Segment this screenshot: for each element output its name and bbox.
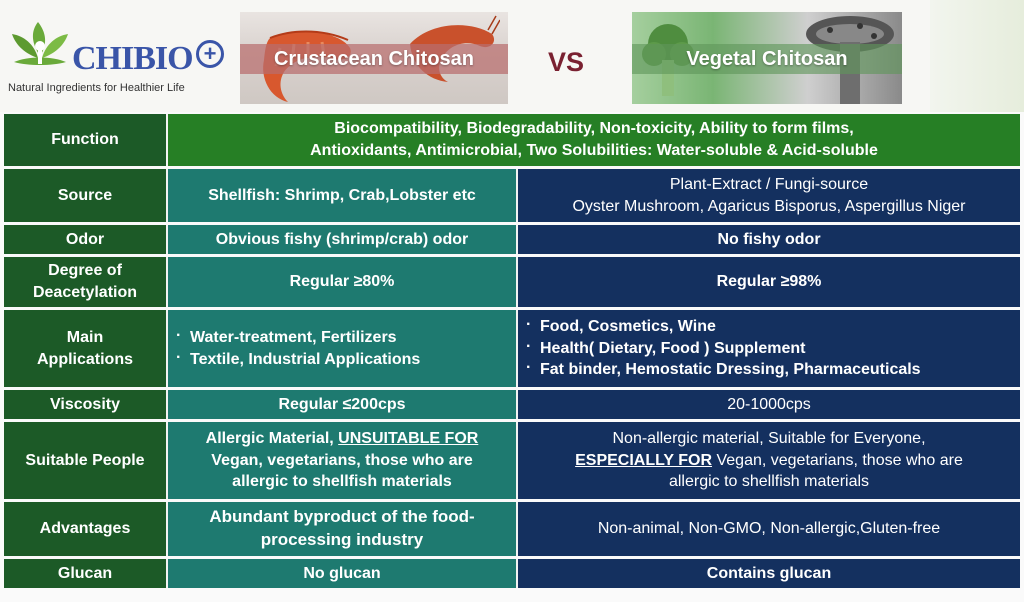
vegetal-title: Vegetal Chitosan bbox=[686, 48, 848, 70]
list-item: Textile, Industrial Applications bbox=[174, 347, 420, 371]
row-label: Main Applications bbox=[4, 310, 168, 387]
application-list: Food, Cosmetics, Wine Health( Dietary, F… bbox=[524, 314, 921, 381]
row-label: Glucan bbox=[4, 559, 168, 588]
row-label: Function bbox=[4, 114, 168, 166]
decorative-shade bbox=[930, 0, 1024, 112]
application-list: Water-treatment, Fertilizers Textile, In… bbox=[174, 325, 420, 371]
crustacean-cell: Regular ≥80% bbox=[168, 257, 518, 307]
table-row-suitable-people: Suitable People Allergic Material, UNSUI… bbox=[4, 422, 1020, 499]
vegetal-cell: 20-1000cps bbox=[518, 390, 1020, 419]
crustacean-hero-image: Crustacean Chitosan bbox=[240, 12, 508, 104]
unsuitable-emphasis: UNSUITABLE FOR bbox=[338, 430, 479, 448]
table-row-viscosity: Viscosity Regular ≤200cps 20-1000cps bbox=[4, 390, 1020, 419]
cell-line: processing industry bbox=[260, 530, 424, 549]
row-label: Odor bbox=[4, 225, 168, 254]
cell-line: allergic to shellfish materials bbox=[232, 473, 452, 491]
leaf-logo-icon bbox=[12, 22, 68, 65]
title-band bbox=[632, 44, 902, 74]
list-item: Food, Cosmetics, Wine bbox=[524, 314, 921, 338]
chibio-logo: CHIBIO + Natural Ingredients for Healthi… bbox=[8, 18, 224, 98]
vegetal-cell: Plant-Extract / Fungi-source Oyster Mush… bbox=[518, 169, 1020, 222]
list-item: Health( Dietary, Food ) Supplement bbox=[524, 336, 921, 360]
header-banner: CHIBIO + Natural Ingredients for Healthi… bbox=[0, 0, 1024, 112]
row-label: Viscosity bbox=[4, 390, 168, 419]
table-row-glucan: Glucan No glucan Contains glucan bbox=[4, 559, 1020, 588]
cell-line: Abundant byproduct of the food- bbox=[209, 507, 475, 527]
vegetal-cell: Regular ≥98% bbox=[518, 257, 1020, 307]
function-line: Antioxidants, Antimicrobial, Two Solubil… bbox=[310, 142, 878, 159]
especially-emphasis: ESPECIALLY FOR bbox=[575, 451, 713, 469]
list-item: Water-treatment, Fertilizers bbox=[174, 325, 420, 349]
cell-text: Vegan, vegetarians, those who are bbox=[712, 451, 963, 469]
label-line: Main bbox=[66, 328, 104, 346]
cell-line: Oyster Mushroom, Agaricus Bisporus, Aspe… bbox=[572, 197, 966, 215]
vegetal-cell: Non-animal, Non-GMO, Non-allergic,Gluten… bbox=[518, 502, 1020, 556]
cell-line: Vegan, vegetarians, those who are bbox=[211, 451, 473, 469]
vs-label: VS bbox=[548, 47, 585, 77]
row-label: Suitable People bbox=[4, 422, 168, 499]
table-row-source: Source Shellfish: Shrimp, Crab,Lobster e… bbox=[4, 169, 1020, 222]
function-cell: Biocompatibility, Biodegradability, Non-… bbox=[168, 114, 1020, 166]
list-item: Fat binder, Hemostatic Dressing, Pharmac… bbox=[524, 357, 921, 381]
crustacean-title: Crustacean Chitosan bbox=[273, 48, 475, 70]
function-line: Biocompatibility, Biodegradability, Non-… bbox=[334, 120, 854, 138]
title-band bbox=[240, 44, 508, 74]
crustacean-cell: Obvious fishy (shrimp/crab) odor bbox=[168, 225, 518, 254]
table-row-advantages: Advantages Abundant byproduct of the foo… bbox=[4, 502, 1020, 556]
table-row-applications: Main Applications Water-treatment, Ferti… bbox=[4, 310, 1020, 387]
label-line: Applications bbox=[36, 350, 133, 368]
row-label: Degree of Deacetylation bbox=[4, 257, 168, 307]
cell-text: Allergic Material, bbox=[205, 430, 339, 448]
label-line: Deacetylation bbox=[32, 284, 138, 301]
crustacean-cell: Regular ≤200cps bbox=[168, 390, 518, 419]
cell-line: Allergic Material, UNSUITABLE FOR bbox=[206, 428, 479, 450]
crustacean-cell: Water-treatment, Fertilizers Textile, In… bbox=[168, 310, 518, 387]
cell-line: Non-allergic material, Suitable for Ever… bbox=[612, 430, 926, 448]
crustacean-cell: No glucan bbox=[168, 559, 518, 588]
crustacean-cell: Abundant byproduct of the food- processi… bbox=[168, 502, 518, 556]
cell-line: Plant-Extract / Fungi-source bbox=[669, 175, 869, 193]
vegetal-cell: Non-allergic material, Suitable for Ever… bbox=[518, 422, 1020, 499]
row-label: Advantages bbox=[4, 502, 168, 556]
table-row-function: Function Biocompatibility, Biodegradabil… bbox=[4, 114, 1020, 166]
vegetal-cell: No fishy odor bbox=[518, 225, 1020, 254]
crustacean-cell: Shellfish: Shrimp, Crab,Lobster etc bbox=[168, 169, 518, 222]
crustacean-cell: Allergic Material, UNSUITABLE FOR Vegan,… bbox=[168, 422, 518, 499]
brand-plus-icon: + bbox=[196, 40, 224, 68]
brand-tagline: Natural Ingredients for Healthier Life bbox=[8, 82, 185, 94]
row-label: Source bbox=[4, 169, 168, 222]
label-line: Degree of bbox=[48, 262, 122, 280]
vegetal-cell: Food, Cosmetics, Wine Health( Dietary, F… bbox=[518, 310, 1020, 387]
brand-name: CHIBIO bbox=[72, 40, 194, 77]
vegetal-hero-image: Vegetal Chitosan bbox=[632, 12, 902, 104]
vegetal-cell: Contains glucan bbox=[518, 559, 1020, 588]
table-row-odor: Odor Obvious fishy (shrimp/crab) odor No… bbox=[4, 225, 1020, 254]
table-row-deacetylation: Degree of Deacetylation Regular ≥80% Reg… bbox=[4, 257, 1020, 307]
cell-line: ESPECIALLY FOR Vegan, vegetarians, those… bbox=[575, 450, 963, 472]
cell-line: allergic to shellfish materials bbox=[668, 473, 870, 491]
